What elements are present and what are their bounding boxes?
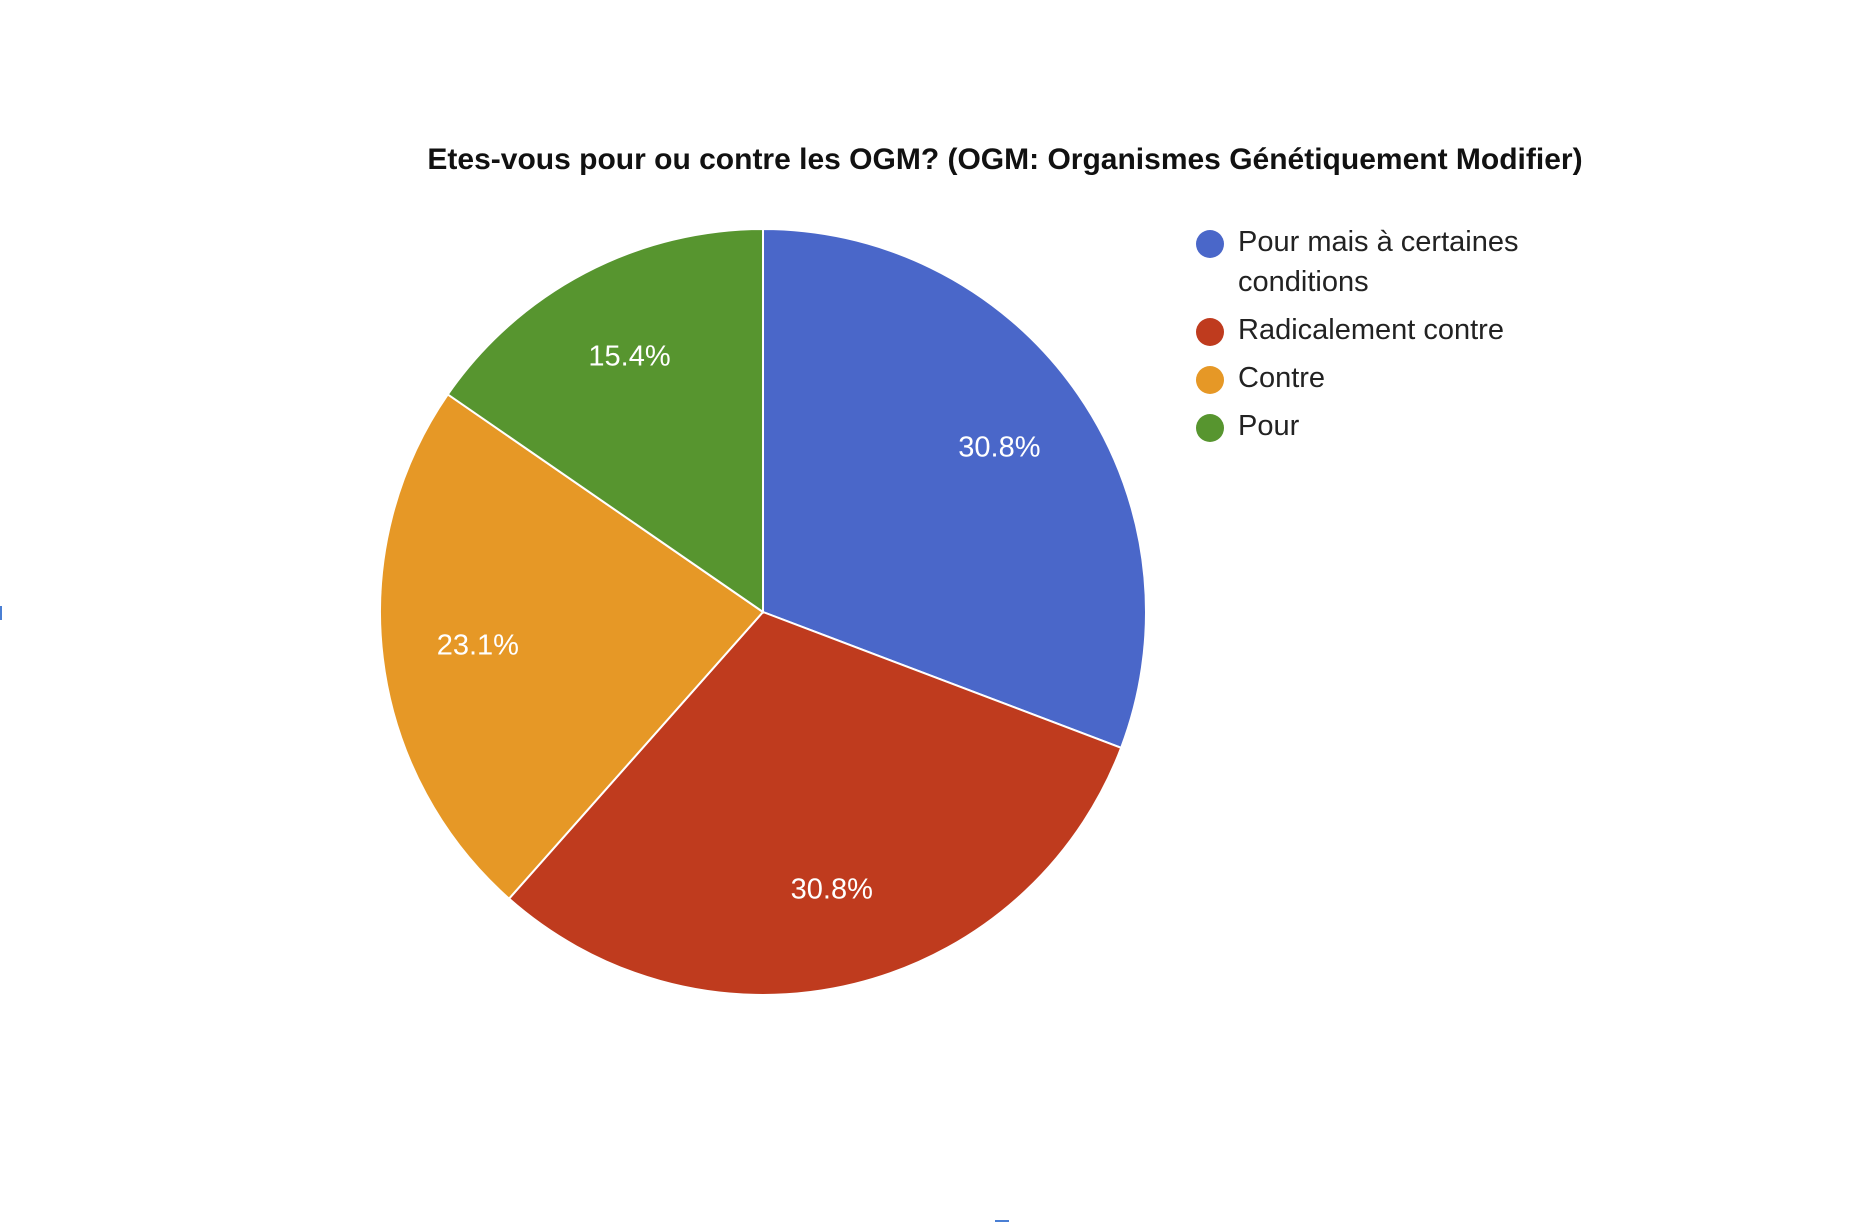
legend-swatch-pour [1196, 414, 1224, 442]
legend-swatch-radicalement-contre [1196, 318, 1224, 346]
left-edge-mark [0, 606, 2, 620]
legend-swatch-contre [1196, 366, 1224, 394]
legend-label-contre: Contre [1238, 362, 1326, 394]
pie-slice-label-3: 23.1% [437, 629, 519, 661]
pie-slice-3 [379, 393, 765, 901]
pie-slice-2 [507, 610, 1123, 996]
legend-label-pour: Pour [1238, 410, 1300, 442]
pie-slice-label-2: 30.8% [791, 874, 873, 906]
legend-label-radicalement-contre: Radicalement contre [1238, 314, 1504, 346]
legend-item-radicalement-contre: Radicalement contre [1196, 310, 1616, 350]
pie-slice-4 [446, 227, 764, 614]
bottom-edge-mark [995, 1220, 1009, 1222]
legend-item-pour: Pour [1196, 406, 1616, 446]
legend-swatch-pour-mais-a-certaines-conditions [1196, 230, 1224, 258]
pie-slice-label-4: 15.4% [588, 340, 670, 372]
chart-title: Etes-vous pour ou contre les OGM? (OGM: … [427, 143, 1583, 176]
pie-slice-label-1: 30.8% [958, 431, 1040, 463]
pie-slice-1 [762, 227, 1147, 750]
legend-label-pour-mais-a-certaines-conditions: Pour mais à certaines conditions [1238, 226, 1519, 298]
legend-item-contre: Contre [1196, 358, 1616, 398]
legend: Pour mais à certaines conditions Radical… [1196, 222, 1616, 454]
legend-item-pour-mais-a-certaines-conditions: Pour mais à certaines conditions [1196, 222, 1616, 302]
